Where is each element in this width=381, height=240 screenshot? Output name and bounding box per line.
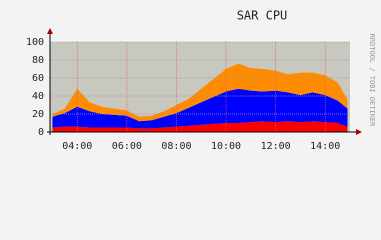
area [52,63,348,122]
chart-title: SAR CPU [237,9,288,23]
x-tick-label: 04:00 [62,141,92,152]
x-arrow [356,129,362,135]
y-tick-label: 20 [32,109,44,120]
y-tick-label: 100 [26,37,44,48]
y-tick-label: 40 [32,91,44,102]
x-tick-label: 06:00 [112,141,142,152]
area [52,88,348,129]
credit: RRDTOOL / TOBI OETIKER [368,34,376,128]
x-tick-label: 10:00 [211,141,241,152]
y-tick-label: 60 [32,73,44,84]
y-tick-label: 80 [32,55,44,66]
area [52,121,348,132]
x-tick-label: 12:00 [261,141,291,152]
x-tick-label: 14:00 [310,141,340,152]
x-tick-label: 08:00 [161,141,191,152]
y-tick-label: 0 [38,127,44,138]
y-arrow [47,28,53,34]
chart: SAR CPU RRDTOOL / TOBI OETIKER 0 20 40 60 80… [25,8,376,152]
page: {"chart_data": {"type": "stacked-area", … [25,8,376,152]
